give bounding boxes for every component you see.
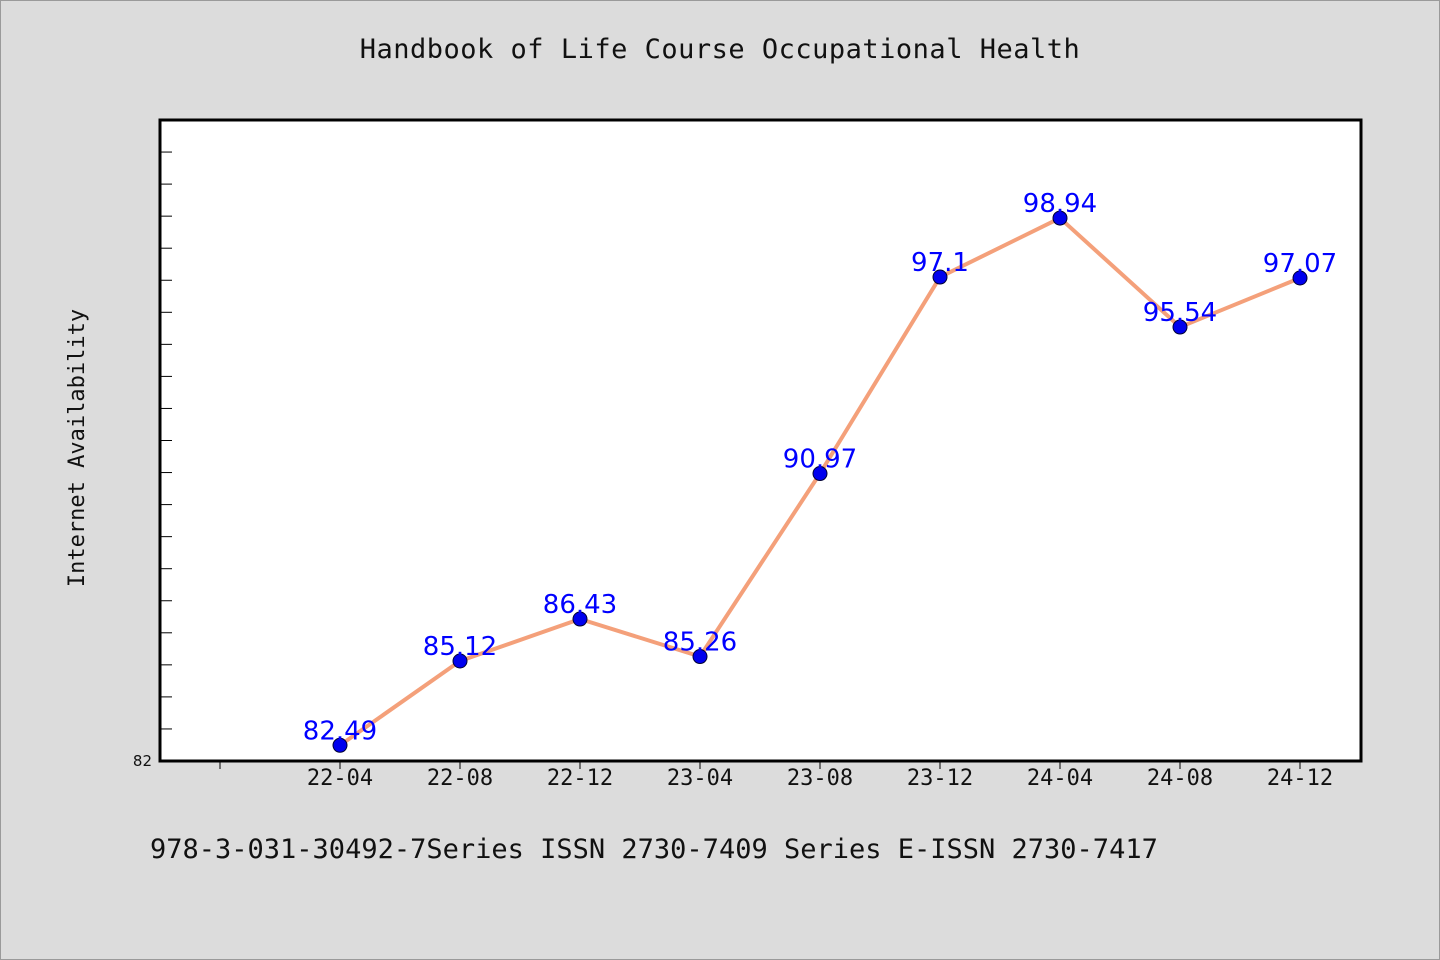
data-point xyxy=(1172,319,1188,335)
y-axis-label: Internet Availability xyxy=(65,309,90,587)
data-labels-group: 82.49 85.12 86.43 85.26 90.97 97.1 98.94 95.54 9… xyxy=(303,189,1337,746)
data-label: 86.43 xyxy=(543,590,617,620)
y-tick-label: 82 xyxy=(133,752,152,770)
x-tick-label: 24-04 xyxy=(1027,766,1093,791)
data-point xyxy=(812,466,828,482)
x-tick-label: 22-08 xyxy=(427,766,493,791)
isbn-footer: 978-3-031-30492-7Series ISSN 2730-7409 S… xyxy=(150,834,1158,865)
x-tick-label: 23-04 xyxy=(667,766,733,791)
plot-area xyxy=(158,118,1363,763)
data-label: 97.1 xyxy=(911,248,969,278)
series-group xyxy=(332,210,1308,753)
y-axis-ticks: 82 xyxy=(133,119,172,770)
data-point xyxy=(692,649,708,665)
data-point xyxy=(932,269,948,285)
x-tick-label: 22-12 xyxy=(547,766,613,791)
x-tick-label: 22-04 xyxy=(307,766,373,791)
chart-title: Handbook of Life Course Occupational Hea… xyxy=(359,34,1081,65)
x-tick-label: 24-12 xyxy=(1267,766,1333,791)
x-tick-label: 23-08 xyxy=(787,766,853,791)
data-label: 85.12 xyxy=(423,632,497,662)
x-tick-label: 24-08 xyxy=(1147,766,1213,791)
data-point xyxy=(452,653,468,669)
data-label: 90.97 xyxy=(783,445,857,475)
data-point xyxy=(1052,210,1068,226)
x-tick-label: 23-12 xyxy=(907,766,973,791)
data-label: 95.54 xyxy=(1143,298,1217,328)
data-label: 97.07 xyxy=(1263,249,1337,279)
x-axis-ticks: 22-04 22-08 22-12 23-04 23-08 23-12 24-04 24-08… xyxy=(219,761,1333,791)
data-label: 85.26 xyxy=(663,628,737,658)
data-label: 98.94 xyxy=(1023,189,1097,219)
data-point xyxy=(332,737,348,753)
data-label: 82.49 xyxy=(303,716,377,746)
data-point xyxy=(572,611,588,627)
data-point xyxy=(1292,270,1308,286)
